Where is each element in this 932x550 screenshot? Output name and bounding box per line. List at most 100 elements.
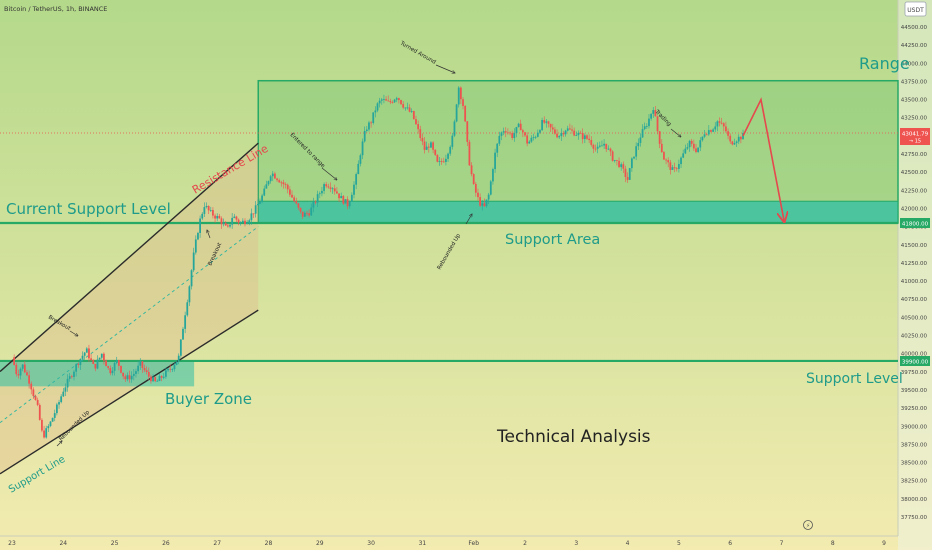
candle-body <box>430 142 432 148</box>
candle-body <box>545 121 548 123</box>
candle-body <box>577 132 580 136</box>
candle-body <box>147 371 150 377</box>
candle-body <box>562 132 565 135</box>
time-tick-label: 5 <box>677 540 681 547</box>
candle-body <box>605 143 608 150</box>
candle-body <box>671 167 674 170</box>
current-price-tag <box>900 128 930 145</box>
candle-body <box>590 140 593 145</box>
candle-body <box>98 357 101 360</box>
candle-body <box>554 129 556 134</box>
candle-body <box>256 203 259 206</box>
candle-body <box>737 136 740 142</box>
candle-body <box>359 155 362 164</box>
candle-body <box>53 413 56 418</box>
price-tick-label: 42000.00 <box>901 206 928 212</box>
candle-body <box>648 118 650 127</box>
candle-body <box>528 141 531 144</box>
candle-body <box>487 194 490 200</box>
candle-body <box>321 190 323 194</box>
breakout-arrow-2 <box>207 230 211 239</box>
candle-body <box>609 148 612 152</box>
buyer-zone-label: Buyer Zone <box>165 390 252 408</box>
range-label: Range <box>859 54 910 73</box>
candle-body <box>117 360 120 366</box>
price-tick-label: 38000.00 <box>901 497 928 503</box>
candle-body <box>263 188 266 196</box>
candle-body <box>111 370 114 374</box>
candle-body <box>397 98 400 101</box>
candle-body <box>214 215 216 219</box>
candle-body <box>88 348 90 359</box>
candle-body <box>483 203 486 207</box>
candle-body <box>611 151 614 161</box>
candle-body <box>66 378 69 388</box>
candle-body <box>124 376 127 380</box>
candle-body <box>194 239 197 253</box>
candle-body <box>665 159 667 161</box>
candle-body <box>90 358 92 361</box>
candle-body <box>229 224 231 227</box>
candle-body <box>70 376 73 378</box>
price-tick-label: 40500.00 <box>901 315 928 321</box>
price-tick-label: 42250.00 <box>901 188 928 194</box>
price-tick-label: 43250.00 <box>901 116 928 122</box>
candle-body <box>618 160 620 168</box>
candle-body <box>551 127 554 130</box>
candle-body <box>675 168 678 170</box>
resistance-line <box>0 142 259 373</box>
candle-body <box>389 100 392 103</box>
candle-body <box>261 195 263 202</box>
candle-body <box>45 428 48 438</box>
candle-body <box>410 111 413 112</box>
candle-body <box>338 193 340 199</box>
price-tick-label: 37750.00 <box>901 515 928 521</box>
candle-body <box>682 153 685 158</box>
candle-body <box>357 163 360 175</box>
candle-body <box>498 135 501 144</box>
candle-body <box>421 138 424 142</box>
lightning-icon[interactable] <box>803 520 813 530</box>
breakout-arrow-1 <box>69 330 78 336</box>
price-tick-label: 42750.00 <box>901 152 928 158</box>
candle-body <box>297 203 300 208</box>
candle-body <box>216 215 219 219</box>
candle-body <box>507 132 509 134</box>
candle-body <box>365 129 368 132</box>
candle-body <box>436 154 439 162</box>
candle-body <box>705 134 708 136</box>
candle-body <box>325 184 328 187</box>
candle-body <box>165 370 167 377</box>
candle-body <box>686 147 689 149</box>
candle-body <box>733 143 736 145</box>
candle-body <box>132 373 135 376</box>
support-area-label: Support Area <box>505 232 600 248</box>
current-support-label: Current Support Level <box>6 200 171 218</box>
candle-body <box>308 213 311 216</box>
candle-body <box>49 421 52 426</box>
candle-body <box>489 181 492 195</box>
time-tick-label: 3 <box>574 540 578 547</box>
candle-body <box>560 132 563 137</box>
candle-body <box>442 161 445 163</box>
candle-body <box>182 328 184 340</box>
time-tick-label: 27 <box>213 540 221 547</box>
price-tick-label: 40250.00 <box>901 334 928 340</box>
candle-body <box>594 148 597 150</box>
candle-body <box>130 375 133 380</box>
candle-body <box>237 219 240 223</box>
chart-title: Bitcoin / TetherUS, 1h, BINANCE <box>4 5 107 13</box>
currency-badge[interactable] <box>904 1 927 17</box>
candle-body <box>678 164 680 169</box>
candle-body <box>383 99 385 100</box>
time-tick-label: Feb <box>468 540 479 547</box>
candle-body <box>15 364 18 375</box>
price-tick-label: 39000.00 <box>901 424 928 430</box>
candle-body <box>246 223 249 225</box>
price-tick-label: 40000.00 <box>901 352 928 358</box>
support-level-label: Support Level <box>806 371 903 387</box>
candle-body <box>470 165 473 175</box>
candle-body <box>438 161 441 162</box>
candle-body <box>209 210 212 211</box>
candle-body <box>77 364 80 366</box>
